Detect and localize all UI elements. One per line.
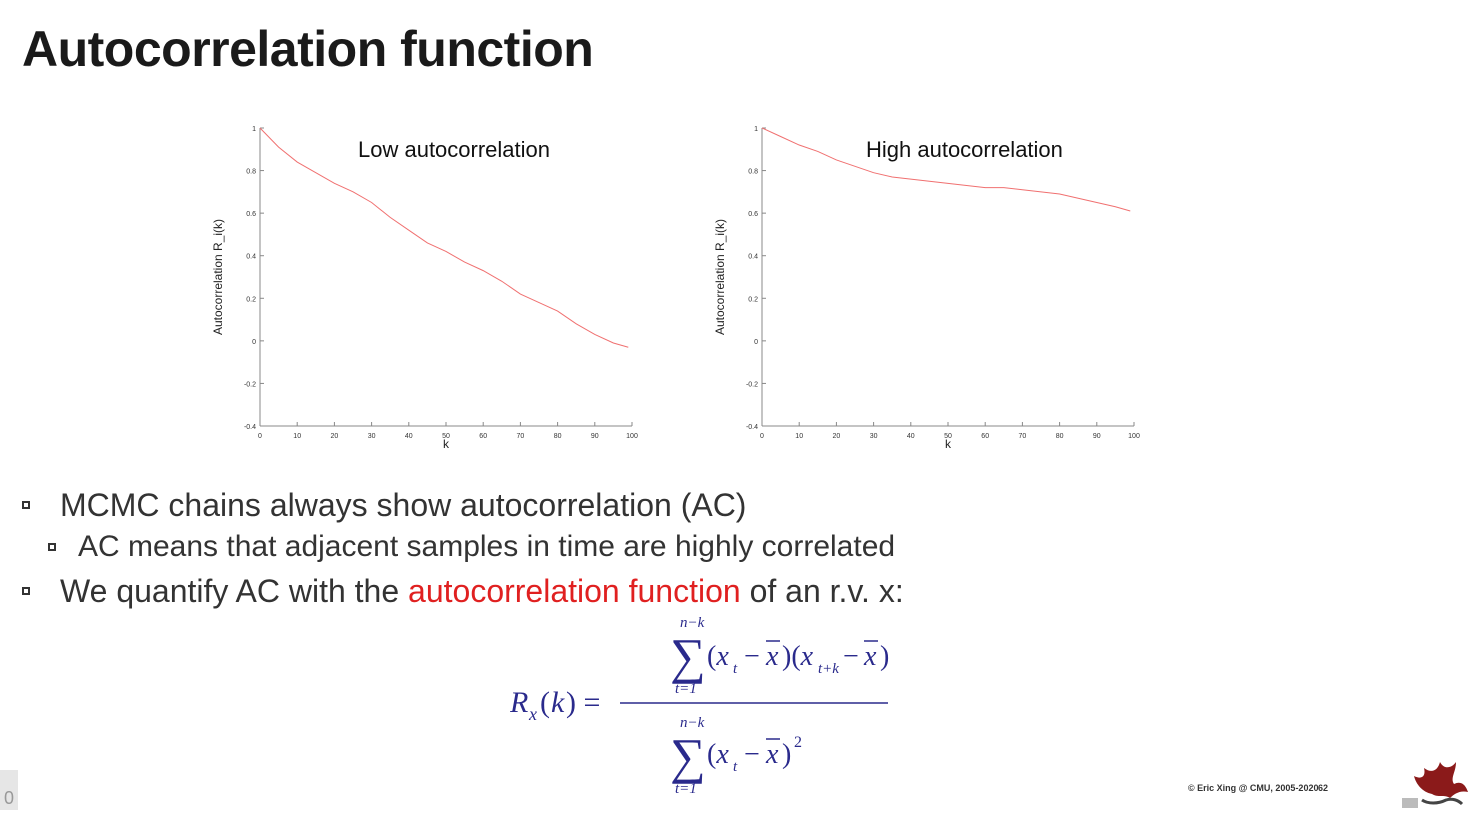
chart-annotation: High autocorrelation <box>866 137 1063 162</box>
svg-text:)(x: )(x <box>782 641 814 672</box>
x-tick-label: 50 <box>442 433 450 440</box>
svg-text:(: ( <box>540 686 550 719</box>
x-tick-label: 0 <box>258 433 262 440</box>
svg-text:) =: ) = <box>566 686 600 719</box>
y-tick-label: 0.4 <box>748 254 758 261</box>
svg-text:∑: ∑ <box>670 728 706 784</box>
y-tick-label: -0.2 <box>244 381 256 388</box>
y-tick-label: 0.4 <box>246 254 256 261</box>
x-tick-label: 100 <box>1128 433 1140 440</box>
y-tick-label: 0.8 <box>748 169 758 176</box>
autocorrelation-formula: R x ( k ) = n−k ∑ t=1 (x t − x )(x t+k −… <box>509 615 910 805</box>
bullet-text: We quantify AC with the autocorrelation … <box>60 571 904 611</box>
bullet-square-icon <box>22 501 30 509</box>
y-tick-label: 0 <box>252 339 256 346</box>
page-title: Autocorrelation function <box>22 21 594 77</box>
svg-text:x: x <box>863 641 877 672</box>
x-tick-label: 30 <box>368 433 376 440</box>
y-tick-label: 0.2 <box>748 296 758 303</box>
y-tick-label: 1 <box>754 126 758 133</box>
bullet-text-post: of an r.v. x: <box>740 573 904 609</box>
svg-text:−: − <box>744 641 760 672</box>
y-tick-label: 0.6 <box>748 211 758 218</box>
bullet-text-pre: We quantify AC with the <box>60 573 409 609</box>
x-tick-label: 40 <box>405 433 413 440</box>
bullet-item: MCMC chains always show autocorrelation … <box>22 485 1462 525</box>
x-tick-label: 20 <box>833 433 841 440</box>
y-tick-label: -0.4 <box>746 424 758 431</box>
page-number: 62 <box>1318 783 1329 793</box>
svg-text:t=1: t=1 <box>675 681 697 697</box>
y-tick-label: 0.2 <box>246 296 256 303</box>
x-tick-label: 90 <box>1093 433 1101 440</box>
y-tick-label: 0.8 <box>246 169 256 176</box>
x-tick-label: 20 <box>331 433 339 440</box>
svg-text:n−k: n−k <box>680 615 705 631</box>
x-tick-label: 60 <box>981 433 989 440</box>
svg-text:): ) <box>880 641 889 672</box>
series-line <box>259 127 629 348</box>
x-tick-label: 70 <box>517 433 525 440</box>
bullet-square-icon <box>48 543 56 551</box>
svg-text:): ) <box>782 739 791 770</box>
y-axis-label: Autocorrelation R_i(k) <box>211 219 225 335</box>
y-tick-label: -0.2 <box>746 381 758 388</box>
dragon-logo <box>1402 754 1472 808</box>
svg-text:t=1: t=1 <box>675 781 697 797</box>
chart-high-svg: -0.4-0.200.20.40.60.810 10 20 30 40 50 60 70 80 9… <box>713 126 1140 451</box>
x-tick-label: 40 <box>907 433 915 440</box>
slide-corner-number: 0 <box>0 770 18 810</box>
x-axis-label: k <box>945 437 952 451</box>
sub-bullet-item: AC means that adjacent samples in time a… <box>22 527 1462 567</box>
svg-text:x: x <box>528 704 537 724</box>
svg-text:t: t <box>733 759 738 775</box>
chart-high-autocorrelation: -0.4 -0.2 0 0.2 0.4 0.6 0.8 1 0 10 20 30 40 50 60 70 80 9… <box>712 110 1157 455</box>
y-axis-label: Autocorrelation R_i(k) <box>713 219 727 335</box>
x-tick-label: 80 <box>1056 433 1064 440</box>
chart-annotation: Low autocorrelation <box>358 137 550 162</box>
x-tick-label: 30 <box>870 433 878 440</box>
svg-text:t+k: t+k <box>818 661 839 677</box>
y-tick-label: 0.6 <box>246 211 256 218</box>
svg-text:−: − <box>843 641 859 672</box>
svg-text:x: x <box>765 641 779 672</box>
x-tick-label: 50 <box>944 433 952 440</box>
chart-low-svg: -0.4-0.200.20.40.60.810 10 20 30 40 50 60 70 80 9… <box>211 126 638 451</box>
svg-text:(x: (x <box>707 641 729 672</box>
svg-text:(x: (x <box>707 739 729 770</box>
svg-text:x: x <box>765 739 779 770</box>
svg-text:R: R <box>510 686 528 719</box>
bullet-square-icon <box>22 587 30 595</box>
bullet-item: We quantify AC with the autocorrelation … <box>22 571 1462 611</box>
x-tick-label: 90 <box>591 433 599 440</box>
x-tick-label: 0 <box>760 433 764 440</box>
svg-text:2: 2 <box>794 734 802 751</box>
y-tick-label: -0.4 <box>244 424 256 431</box>
svg-text:n−k: n−k <box>680 715 705 731</box>
x-axis-label: k <box>443 437 450 451</box>
y-tick-label: 0 <box>754 339 758 346</box>
svg-text:−: − <box>744 739 760 770</box>
svg-text:k: k <box>551 686 565 719</box>
bullet-text: MCMC chains always show autocorrelation … <box>60 487 747 523</box>
series-line <box>761 127 1131 212</box>
chart-low-autocorrelation: -0.4 -0.2 0 0.2 0.4 0.6 0.8 1 0 10 20 30 40 50 60 70 80 9… <box>210 110 655 455</box>
highlighted-term: autocorrelation function <box>408 573 741 609</box>
x-tick-label: 60 <box>479 433 487 440</box>
x-tick-label: 10 <box>293 433 301 440</box>
bullet-list: MCMC chains always show autocorrelation … <box>22 485 1462 613</box>
x-tick-label: 10 <box>795 433 803 440</box>
x-tick-label: 70 <box>1019 433 1027 440</box>
svg-text:∑: ∑ <box>670 628 706 684</box>
svg-text:t: t <box>733 661 738 677</box>
sub-bullet-text: AC means that adjacent samples in time a… <box>78 530 896 563</box>
x-tick-label: 100 <box>626 433 638 440</box>
y-tick-label: 1 <box>252 126 256 133</box>
x-tick-label: 80 <box>554 433 562 440</box>
footer-copyright: © Eric Xing @ CMU, 2005-2020 <box>1188 783 1319 793</box>
